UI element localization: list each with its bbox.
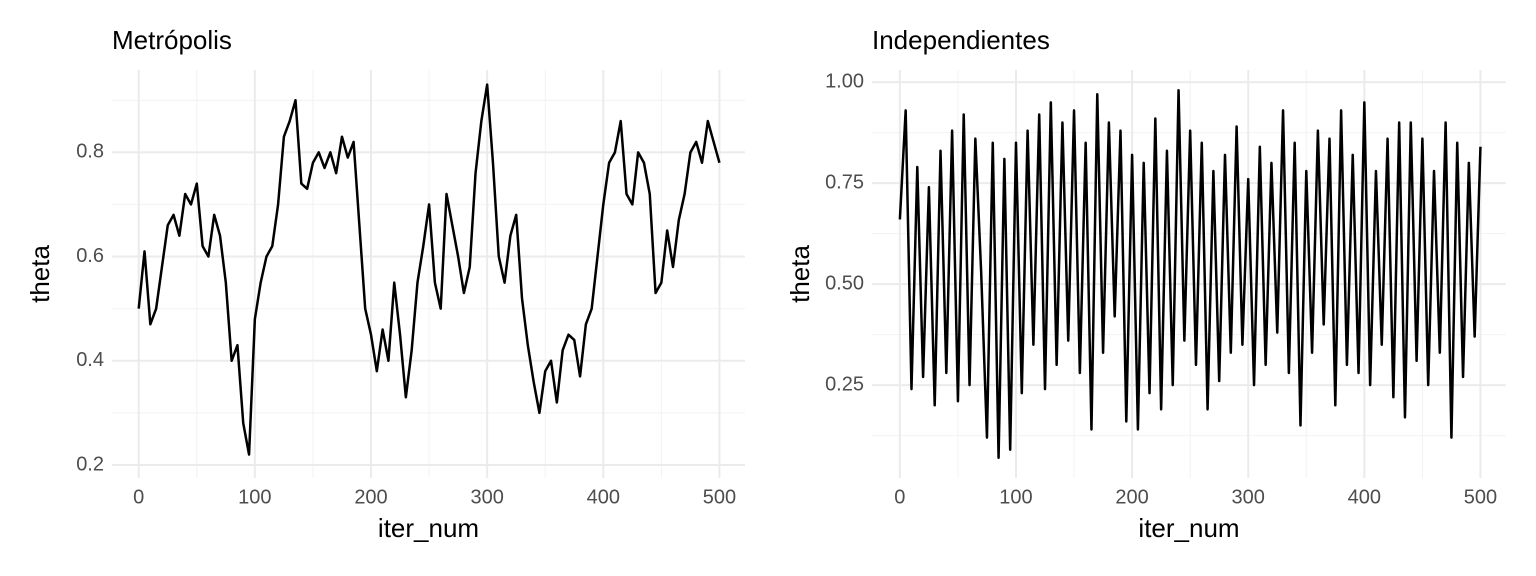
x-tick-label: 100 — [238, 486, 271, 508]
x-tick-label: 300 — [1232, 486, 1265, 508]
x-tick-label: 0 — [133, 486, 144, 508]
y-tick-label: 0.25 — [825, 373, 864, 395]
y-tick-label: 0.6 — [76, 245, 104, 267]
x-tick-label: 200 — [1115, 486, 1148, 508]
x-tick-label: 400 — [1348, 486, 1381, 508]
x-tick-label: 100 — [999, 486, 1032, 508]
x-tick-label: 200 — [354, 486, 387, 508]
y-tick-label: 1.00 — [825, 70, 864, 92]
y-axis-label: theta — [785, 245, 815, 303]
chart-title: Metrópolis — [112, 25, 232, 55]
x-axis-label: iter_num — [1138, 513, 1239, 543]
x-tick-label: 500 — [703, 486, 736, 508]
y-tick-label: 0.50 — [825, 272, 864, 294]
x-tick-label: 500 — [1464, 486, 1497, 508]
y-axis-label: theta — [25, 245, 55, 303]
x-tick-label: 300 — [470, 486, 503, 508]
y-tick-label: 0.8 — [76, 141, 104, 163]
y-tick-label: 0.75 — [825, 171, 864, 193]
x-tick-label: 400 — [587, 486, 620, 508]
x-tick-label: 0 — [894, 486, 905, 508]
x-axis-label: iter_num — [378, 513, 479, 543]
data-line — [898, 88, 1482, 460]
data-line — [137, 83, 721, 456]
y-tick-label: 0.4 — [76, 349, 104, 371]
chart-title: Independientes — [872, 25, 1050, 55]
y-tick-label: 0.2 — [76, 453, 104, 475]
